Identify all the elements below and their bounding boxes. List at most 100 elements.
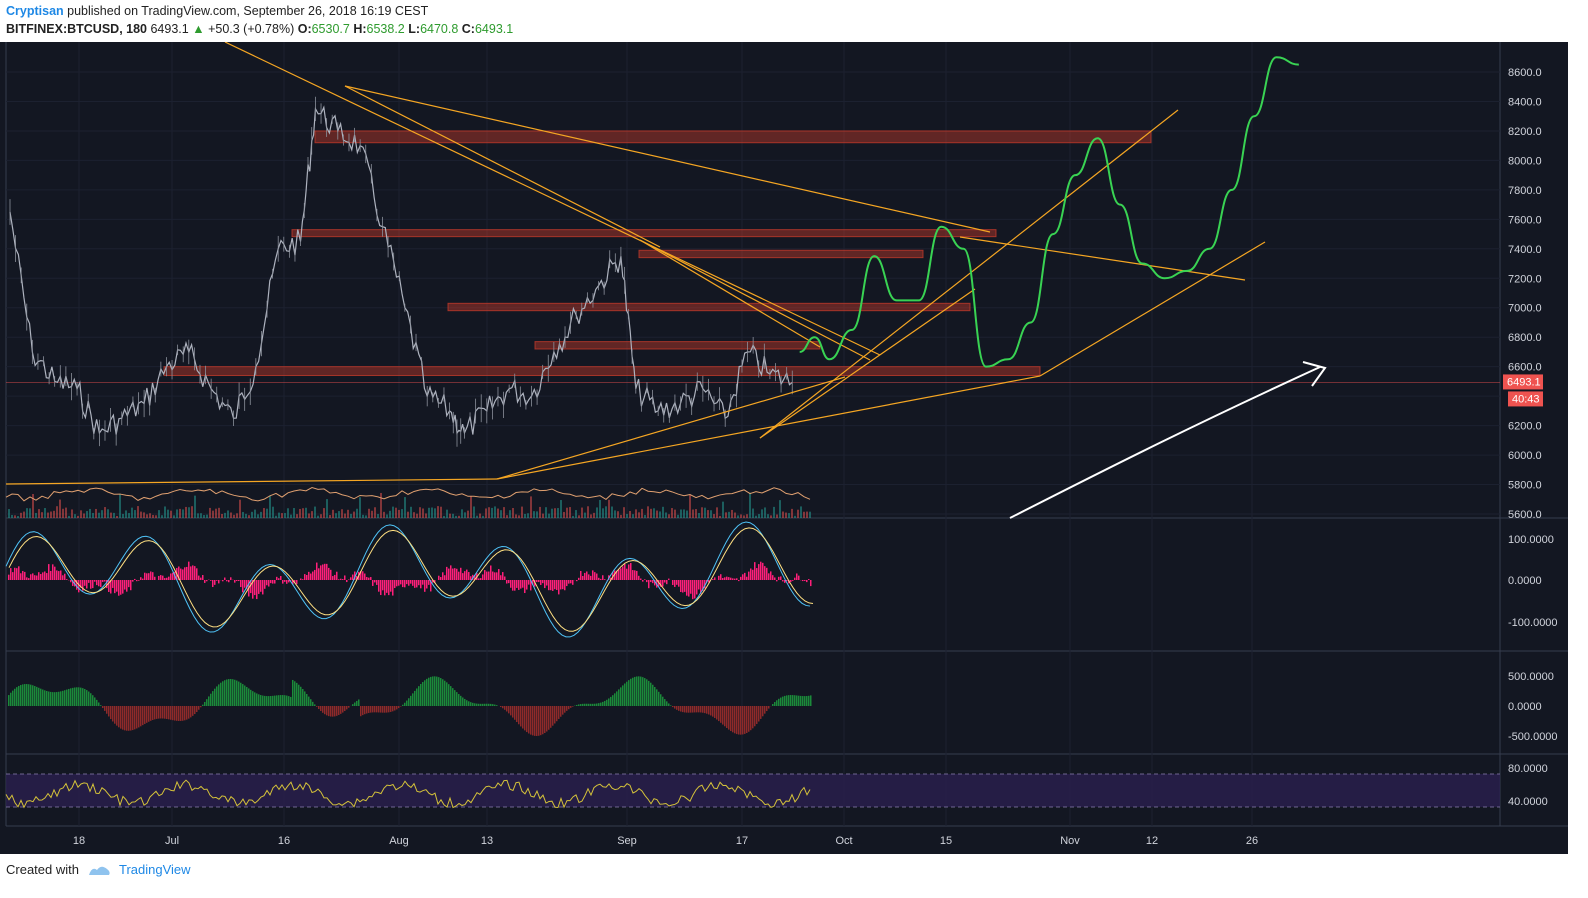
volume-bar <box>320 514 322 518</box>
momentum-bar <box>422 682 424 706</box>
histogram-bar <box>630 563 632 580</box>
author-link[interactable]: Cryptisan <box>6 4 64 18</box>
momentum-bar <box>110 706 112 720</box>
histogram-bar <box>810 580 812 587</box>
resistance-zone <box>163 366 1041 377</box>
momentum-bar <box>618 689 620 706</box>
momentum-bar <box>136 706 138 729</box>
histogram-bar <box>188 561 190 580</box>
momentum-bar <box>438 677 440 706</box>
volume-bar <box>734 512 736 518</box>
momentum-bar <box>708 706 710 715</box>
momentum-bar <box>456 692 458 706</box>
volume-bar <box>380 492 382 518</box>
histogram-bar <box>570 580 572 584</box>
momentum-bar <box>700 706 702 713</box>
histogram-bar <box>598 577 600 580</box>
histogram-bar <box>762 562 764 580</box>
momentum-bar <box>808 695 810 706</box>
momentum-bar <box>486 703 488 706</box>
momentum-bar <box>776 700 778 706</box>
volume-bar <box>86 511 88 518</box>
histogram-bar <box>786 580 788 581</box>
momentum-bar <box>620 687 622 706</box>
volume-bar <box>467 510 469 518</box>
histogram-bar <box>756 568 758 580</box>
histogram-bar <box>442 572 444 580</box>
trendline <box>496 375 1041 480</box>
volume-bar <box>170 510 172 518</box>
volume-bar <box>788 513 790 518</box>
volume-bar <box>458 515 460 518</box>
momentum-bar <box>362 706 364 716</box>
volume-bar <box>767 514 769 518</box>
momentum-bar <box>320 706 322 712</box>
time-tick-label: 12 <box>1146 835 1158 847</box>
countdown-tag <box>1508 391 1543 407</box>
histogram-bar <box>584 572 586 580</box>
momentum-bar <box>116 706 118 726</box>
histogram-bar <box>234 580 236 583</box>
volume-bar <box>554 508 556 518</box>
last-price: 6493.1 <box>150 22 189 36</box>
volume-bar <box>389 510 391 518</box>
momentum-bar <box>118 706 120 728</box>
momentum-bar <box>688 706 690 713</box>
time-tick-label: Nov <box>1060 835 1080 847</box>
time-tick-label: Sep <box>617 835 637 847</box>
volume-bar <box>344 513 346 518</box>
volume-bar <box>404 497 406 518</box>
tradingview-link[interactable]: TradingView <box>118 862 191 877</box>
momentum-bar <box>62 690 64 706</box>
volume-bar <box>722 501 724 518</box>
histogram-bar <box>382 580 384 591</box>
momentum-bar <box>558 706 560 719</box>
histogram-bar <box>440 577 442 580</box>
volume-bar <box>287 508 289 518</box>
histogram-bar <box>412 580 414 586</box>
histogram-bar <box>228 580 230 583</box>
volume-bar <box>164 506 166 518</box>
histogram-bar <box>448 568 450 580</box>
histogram-bar <box>648 580 650 589</box>
momentum-bar <box>348 706 350 708</box>
histogram-bar <box>152 572 154 580</box>
momentum-bar <box>248 688 250 706</box>
histogram-bar <box>480 578 482 580</box>
momentum-bar <box>462 697 464 706</box>
momentum-bar <box>454 690 456 706</box>
momentum-bar <box>436 676 438 706</box>
histogram-bar <box>640 578 642 580</box>
histogram-bar <box>178 566 180 580</box>
momentum-bar <box>806 696 808 706</box>
volume-bar <box>602 508 604 518</box>
volume-bar <box>281 513 283 518</box>
histogram-bar <box>424 580 426 592</box>
momentum-bar <box>284 695 286 706</box>
momentum-bar <box>282 695 284 706</box>
momentum-bar <box>792 695 794 706</box>
momentum-bar <box>72 687 74 706</box>
volume-bar <box>488 507 490 518</box>
momentum-bar <box>250 689 252 706</box>
histogram-bar <box>718 575 720 580</box>
volume-bar <box>122 513 124 518</box>
chart-svg[interactable]: 8600.0 8400.0 8200.0 8000.0 7800.0 7600.0 7400… <box>0 41 1568 854</box>
price-tick-label: 8000.0 <box>1508 155 1542 167</box>
histogram-bar <box>626 568 628 580</box>
symbol-label[interactable]: BITFINEX:BTCUSD, 180 <box>6 22 147 36</box>
momentum-bar <box>392 706 394 712</box>
last-price-tag <box>1503 374 1543 390</box>
momentum-bar <box>174 706 176 721</box>
volume-bar <box>662 506 664 518</box>
price-tick-label: 7600.0 <box>1508 214 1542 226</box>
volume-bar <box>311 511 313 518</box>
volume-bar <box>197 513 199 518</box>
histogram-bar <box>766 567 768 580</box>
chart-area[interactable]: 8600.0 8400.0 8200.0 8000.0 7800.0 7600.0 7400… <box>0 41 1568 854</box>
volume-bar <box>680 509 682 518</box>
histogram-bar <box>124 580 126 590</box>
volume-bar <box>533 511 535 518</box>
momentum-bar <box>452 688 454 706</box>
histogram-bar <box>772 575 774 580</box>
